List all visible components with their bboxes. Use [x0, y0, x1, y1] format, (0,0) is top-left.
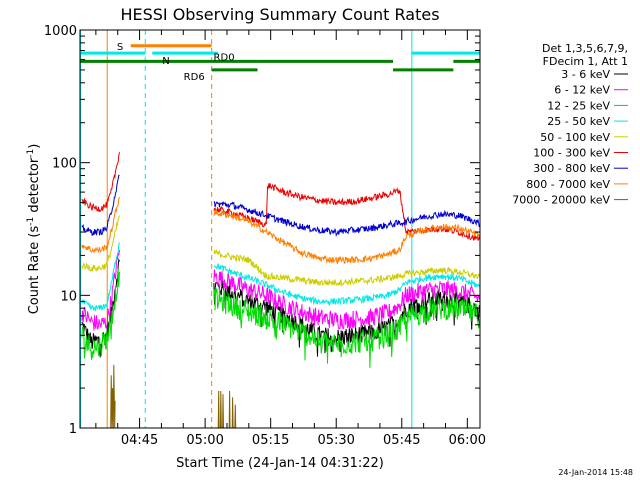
x-tick-label: 05:15 — [252, 433, 289, 448]
legend-label: 7000 - 20000 keV — [512, 194, 610, 207]
legend-label: 300 - 800 keV — [533, 162, 610, 175]
legend-label: 25 - 50 keV — [547, 115, 610, 128]
legend-label: 6 - 12 keV — [554, 84, 610, 97]
y-tick-label: 100 — [52, 157, 77, 172]
y-tick-label: 1 — [69, 422, 77, 437]
y-axis-label-end: ) — [27, 144, 42, 149]
legend-label: 100 - 300 keV — [533, 147, 610, 160]
axis-ticks: 1 10 100 1000 04:45 05:00 05:15 05:30 05:45 06:00 — [44, 24, 486, 448]
flag-label-n: N — [162, 56, 169, 67]
series-segment — [213, 269, 480, 330]
series-800-to-7000keV-kev — [81, 196, 480, 265]
legend-header: FDecim 1, Att 1 — [543, 55, 628, 68]
x-tick-label: 05:30 — [317, 433, 354, 448]
legend-label: 50 - 100 keV — [540, 131, 610, 144]
chart-title: HESSI Observing Summary Count Rates — [120, 5, 439, 24]
x-axis-label: Start Time (24-Jan-14 04:31:22) — [176, 456, 384, 471]
legend-header: Det 1,3,5,6,7,9, — [542, 42, 628, 55]
y-axis-label-sup1: -1 — [26, 217, 36, 226]
series-segment — [213, 248, 480, 288]
x-tick-label: 05:00 — [186, 433, 223, 448]
y-axis-label-mid: detector — [27, 157, 42, 217]
series-segment — [81, 215, 120, 272]
series-100-to-300keV-kev — [81, 152, 480, 241]
series-6-to-12keV-kev — [81, 249, 480, 331]
y-axis-label-sup2: -1 — [26, 149, 36, 158]
series-segment — [106, 364, 116, 428]
series-segment — [213, 287, 480, 368]
y-tick-label: 1000 — [44, 24, 77, 39]
flag-label-s: S — [117, 42, 123, 53]
series-segment — [81, 152, 120, 213]
series-segment — [213, 263, 480, 307]
footer-timestamp: 24-Jan-2014 15:48 — [558, 468, 633, 477]
plot-content — [80, 30, 480, 428]
legend-label: 3 - 6 keV — [561, 68, 610, 81]
legend: Det 1,3,5,6,7,9,FDecim 1, Att 13 - 6 keV… — [512, 42, 628, 207]
x-tick-label: 05:45 — [383, 433, 420, 448]
series-segment — [213, 200, 480, 238]
plot-frame — [79, 29, 481, 429]
series-segment — [81, 174, 120, 236]
series-segment — [81, 249, 120, 331]
series-12-to-25keV-kev — [81, 268, 480, 368]
series-segment — [213, 209, 480, 265]
series-segment — [81, 268, 120, 360]
x-tick-label: 04:45 — [121, 433, 158, 448]
series-segment — [217, 390, 237, 428]
series-segment — [81, 242, 120, 312]
legend-label: 12 - 25 keV — [547, 99, 610, 112]
series-segment — [81, 196, 120, 254]
flag-label-rd6: RD6 — [184, 72, 205, 83]
x-tick-label: 06:00 — [449, 433, 486, 448]
y-tick-label: 10 — [60, 289, 77, 304]
flag-label-rd0: RD0 — [214, 52, 235, 63]
series-300-to-800keV-kev — [81, 174, 480, 238]
y-axis-label: Count Rate (s-1 detector-1) — [26, 144, 42, 315]
legend-label: 800 - 7000 keV — [526, 178, 610, 191]
series-50-to-100keV-kev — [81, 215, 480, 288]
series-25-to-50keV-kev — [81, 242, 480, 312]
y-axis-label-main: Count Rate (s — [27, 226, 42, 315]
series-7000-to-20000keV-kev — [106, 364, 237, 428]
